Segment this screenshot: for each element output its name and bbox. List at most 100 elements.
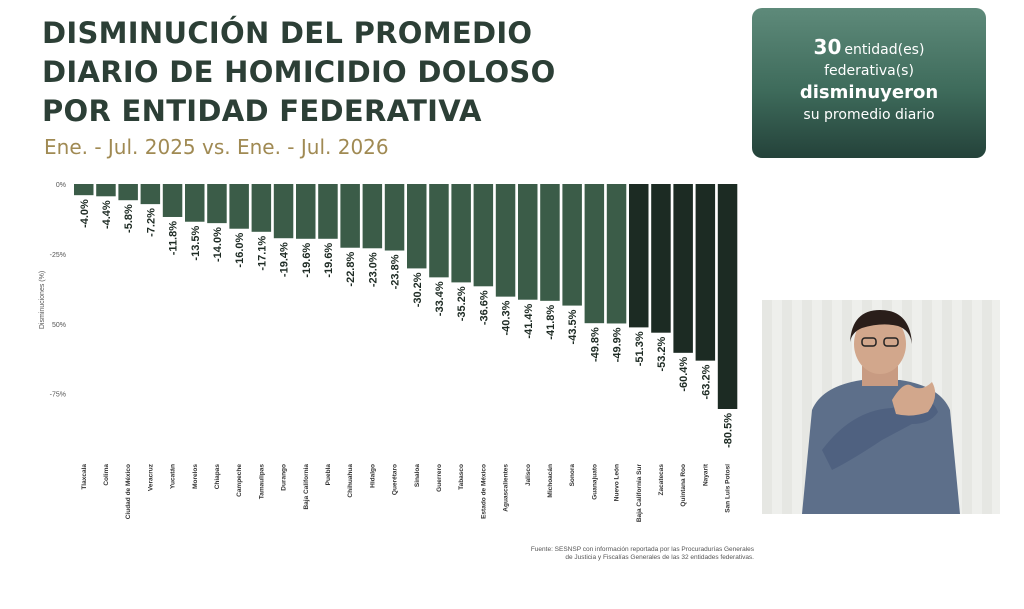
bar-value-label: -49.8%	[589, 327, 601, 362]
bar-value-label: -19.4%	[279, 242, 291, 277]
sign-language-interpreter-video	[762, 300, 1000, 514]
bar-value-label: -63.2%	[700, 364, 712, 399]
title-line-1: DISMINUCIÓN DEL PROMEDIO	[42, 16, 533, 50]
bar-value-label: -7.2%	[145, 208, 157, 237]
bar	[651, 184, 671, 333]
category-label: Guanajuato	[591, 464, 598, 500]
category-label: Nayarit	[702, 463, 709, 486]
callout-line-2: federativa(s)	[824, 63, 914, 79]
bar-value-label: -49.9%	[612, 327, 624, 362]
bar-value-label: -13.5%	[190, 226, 202, 261]
bar-value-label: -35.2%	[456, 286, 468, 321]
bar	[407, 184, 427, 269]
bar	[340, 184, 360, 248]
category-label: Michoacán	[547, 464, 554, 498]
bar	[717, 184, 738, 409]
bar	[384, 184, 405, 251]
bar	[96, 184, 116, 197]
interpreter-figure	[802, 310, 960, 514]
bar-chart: Disminuciones (%) 0% -25% 50% -75% -4.0% Tlaxc…	[39, 182, 738, 523]
bar	[251, 184, 272, 232]
category-label: Baja California Sur	[636, 464, 643, 523]
bar	[673, 184, 693, 353]
bar	[629, 184, 649, 328]
bar-value-label: -14.0%	[212, 227, 224, 262]
page-subtitle: Ene. - Jul. 2025 vs. Ene. - Jul. 2026	[44, 135, 389, 159]
bar	[495, 184, 516, 297]
category-label: Campeche	[236, 464, 243, 497]
category-label: Aguascalientes	[503, 464, 510, 512]
bar	[185, 184, 205, 222]
category-label: Chiapas	[214, 464, 221, 490]
callout-line-4: su promedio diario	[803, 107, 935, 123]
title-line-3: POR ENTIDAD FEDERATIVA	[42, 94, 482, 128]
category-label: Morelos	[192, 464, 199, 489]
bar-value-label: -80.5%	[723, 413, 735, 448]
bar-value-label: -23.8%	[390, 254, 402, 289]
bar-value-label: -5.8%	[123, 204, 135, 233]
category-label: Ciudad de México	[125, 464, 132, 519]
category-label: Hidalgo	[369, 464, 376, 488]
y-axis-label: Disminuciones (%)	[39, 271, 46, 329]
bar	[74, 184, 94, 196]
bar	[540, 184, 560, 301]
bar-value-label: -11.8%	[168, 221, 180, 255]
source-note: Fuente: SESNSP con información reportada…	[462, 546, 754, 562]
bar-value-label: -19.6%	[301, 243, 313, 278]
category-label: Colima	[103, 464, 110, 486]
category-label: Sinaloa	[414, 464, 421, 488]
callout-line-3: disminuyeron	[799, 82, 939, 103]
bar	[229, 184, 249, 229]
bar	[695, 184, 716, 361]
category-label: Durango	[281, 464, 288, 491]
bar	[207, 184, 227, 224]
bar	[562, 184, 582, 306]
bar-value-label: -23.0%	[367, 252, 379, 287]
category-label: Quintana Roo	[680, 464, 687, 507]
category-label: Tlaxcala	[81, 464, 88, 490]
bar	[118, 184, 138, 201]
bar	[429, 184, 449, 278]
bar	[362, 184, 383, 249]
bar-value-label: -4.0%	[79, 199, 91, 228]
bar-value-label: -43.5%	[567, 309, 579, 344]
bar-value-label: -22.8%	[345, 252, 357, 287]
bar-value-label: -33.4%	[434, 281, 446, 316]
bar-value-label: -17.1%	[256, 236, 268, 271]
callout-number: 30	[813, 35, 842, 59]
category-label: Guerrero	[436, 464, 443, 492]
bar-value-label: -40.3%	[501, 300, 513, 335]
category-label: Nuevo León	[614, 464, 621, 501]
page-title: DISMINUCIÓN DEL PROMEDIO DIARIO DE HOMIC…	[42, 14, 642, 131]
bar-value-label: -36.6%	[478, 290, 490, 325]
bar	[473, 184, 494, 287]
category-label: Jalisco	[525, 464, 532, 486]
bar	[140, 184, 161, 205]
category-label: Sonora	[569, 464, 576, 487]
bar	[296, 184, 316, 239]
bar	[518, 184, 538, 300]
category-label: Querétaro	[392, 464, 399, 495]
bar-value-label: -53.2%	[656, 336, 668, 371]
bar	[162, 184, 183, 217]
bar	[584, 184, 605, 324]
source-line-2: de Justicia y Fiscalías Generales de las…	[565, 554, 754, 561]
callout-line-1-text: entidad(es)	[844, 42, 925, 58]
bar	[451, 184, 471, 283]
bar	[606, 184, 627, 324]
bar-value-label: -19.6%	[323, 243, 335, 278]
category-label: Puebla	[325, 464, 332, 486]
bar-value-label: -41.4%	[523, 304, 535, 339]
category-label: Estado de México	[480, 464, 487, 519]
y-tick-label: 0%	[56, 182, 66, 189]
y-tick-label: -25%	[50, 252, 66, 259]
category-label: San Luis Potosí	[725, 464, 732, 513]
bar	[318, 184, 338, 239]
bar-value-label: -4.4%	[101, 200, 113, 229]
summary-callout: 30 entidad(es) federativa(s) disminuyeron…	[752, 8, 986, 158]
bar-value-label: -51.3%	[634, 331, 646, 366]
category-label: Zacatecas	[658, 464, 665, 496]
title-line-2: DIARIO DE HOMICIDIO DOLOSO	[42, 55, 556, 89]
bar-value-label: -16.0%	[234, 233, 246, 268]
callout-line-1: 30 entidad(es)	[752, 36, 986, 61]
